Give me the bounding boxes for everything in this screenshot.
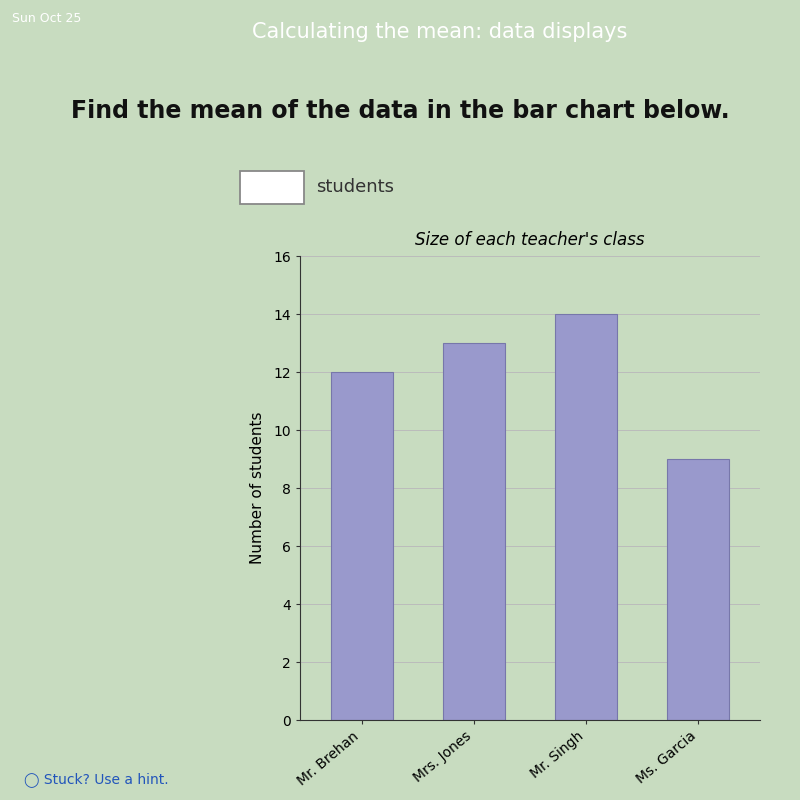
Bar bbox=[331, 372, 393, 720]
Text: Find the mean of the data in the bar chart below.: Find the mean of the data in the bar cha… bbox=[70, 99, 730, 123]
FancyBboxPatch shape bbox=[240, 170, 304, 203]
Text: Sun Oct 25: Sun Oct 25 bbox=[12, 12, 82, 25]
Text: Calculating the mean: data displays: Calculating the mean: data displays bbox=[252, 22, 628, 42]
Title: Size of each teacher's class: Size of each teacher's class bbox=[415, 231, 645, 249]
Y-axis label: Number of students: Number of students bbox=[250, 412, 265, 564]
Bar bbox=[555, 314, 617, 720]
Text: students: students bbox=[316, 178, 394, 196]
Bar bbox=[443, 343, 505, 720]
Bar bbox=[667, 459, 729, 720]
Text: ◯ Stuck? Use a hint.: ◯ Stuck? Use a hint. bbox=[24, 773, 169, 787]
